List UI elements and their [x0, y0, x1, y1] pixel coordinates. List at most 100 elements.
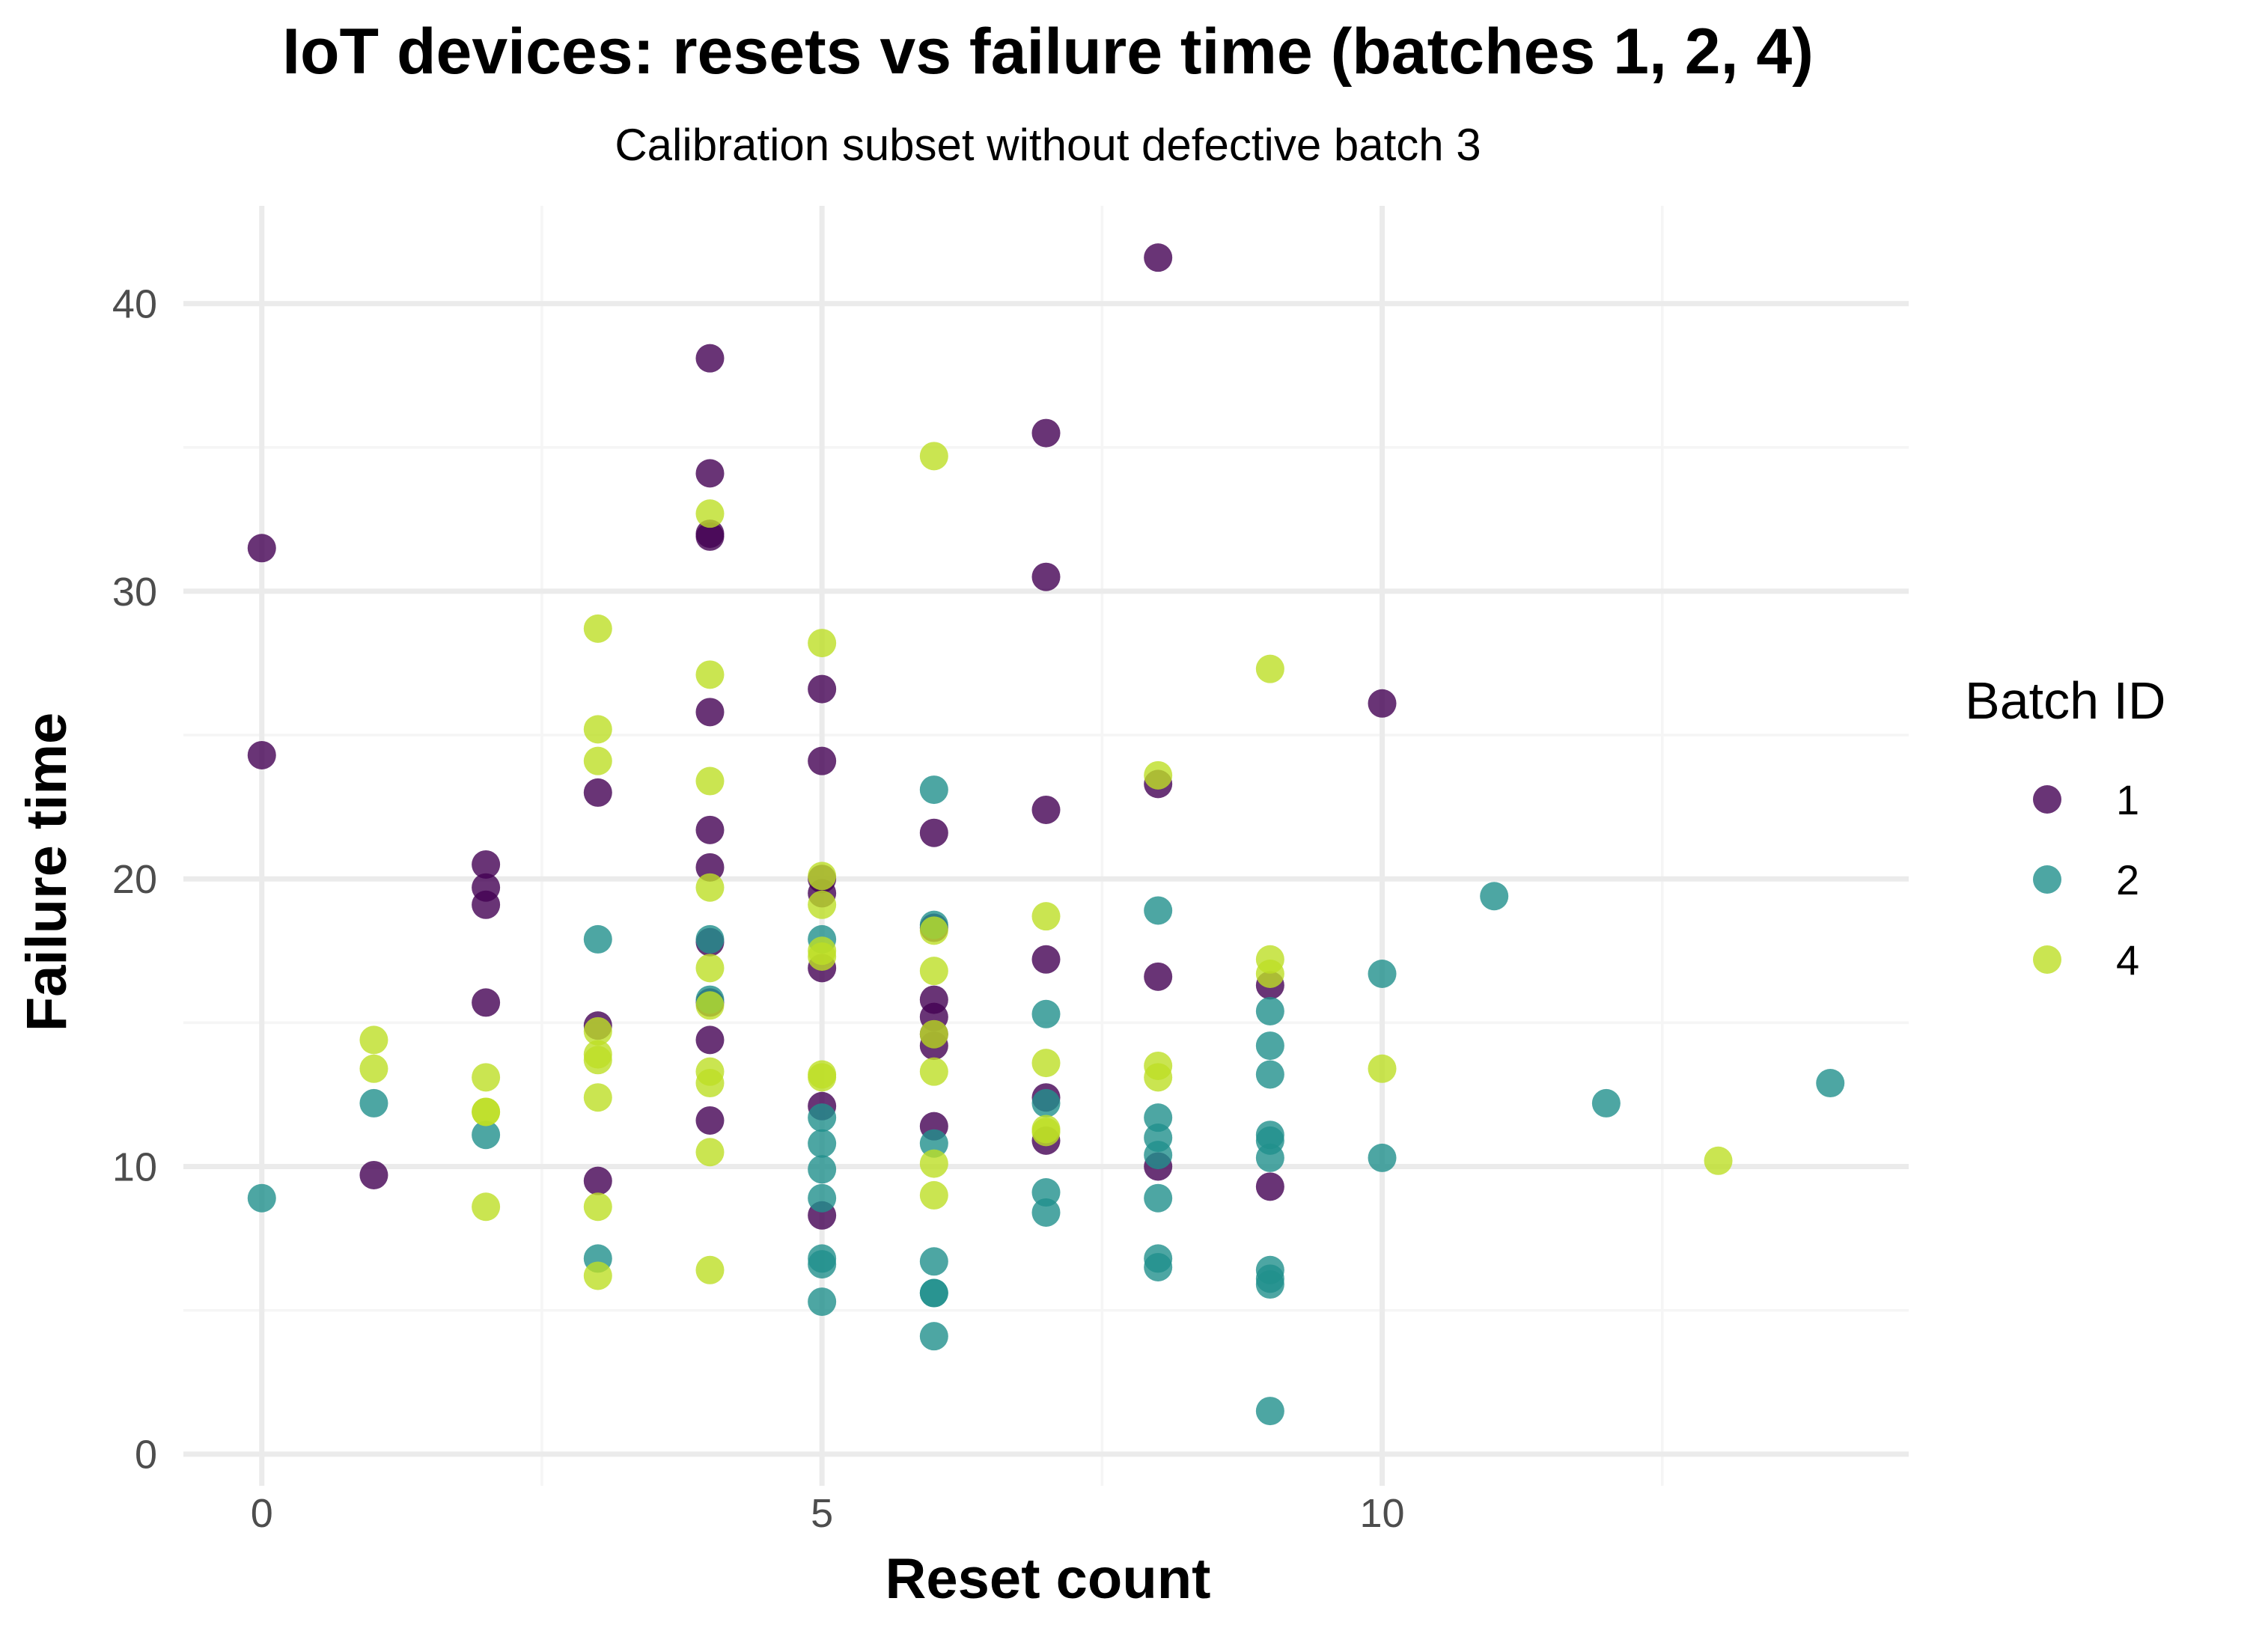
data-point-batch-1	[472, 988, 501, 1017]
data-point-batch-4	[695, 1138, 725, 1167]
x-axis-ticks: 0 5 10	[251, 1491, 1405, 1536]
data-point-batch-4	[695, 1255, 725, 1284]
data-point-batch-1	[808, 674, 837, 704]
x-tick-label: 10	[1359, 1491, 1404, 1536]
data-point-batch-4	[359, 1054, 388, 1083]
data-point-batch-4	[808, 942, 837, 971]
data-point-batch-4	[919, 442, 948, 471]
data-point-batch-2	[695, 924, 725, 954]
data-point-batch-2	[808, 1155, 837, 1184]
data-point-batch-2	[1031, 1178, 1061, 1207]
data-point-batch-1	[695, 1106, 725, 1135]
chart-title: IoT devices: resets vs failure time (bat…	[282, 16, 1814, 88]
y-tick-label: 20	[112, 857, 157, 902]
data-point-batch-1	[1031, 562, 1061, 591]
x-tick-label: 0	[251, 1491, 273, 1536]
chart-subtitle: Calibration subset without defective bat…	[615, 120, 1481, 170]
data-point-batch-2	[472, 1121, 501, 1150]
data-point-batch-4	[1255, 960, 1284, 988]
data-point-batch-1	[695, 853, 725, 882]
data-point-batch-4	[919, 1180, 948, 1210]
data-point-batch-1	[247, 740, 276, 769]
data-point-batch-4	[583, 715, 612, 744]
data-point-batch-2	[1144, 896, 1173, 925]
data-point-batch-2	[1255, 996, 1284, 1025]
legend: Batch ID 1 2 4	[1965, 671, 2165, 984]
data-point-batch-4	[359, 1025, 388, 1055]
data-point-batch-2	[1255, 1060, 1284, 1089]
data-point-batch-4	[583, 1083, 612, 1112]
data-point-batch-2	[247, 1183, 276, 1213]
y-axis-title: Failure time	[15, 713, 79, 1032]
data-point-batch-4	[583, 1261, 612, 1290]
data-point-batch-1	[695, 522, 725, 551]
legend-key-batch-2	[2033, 865, 2061, 894]
data-point-batch-4	[695, 1069, 725, 1098]
data-point-batch-4	[695, 660, 725, 689]
data-point-batch-1	[695, 344, 725, 373]
data-point-batch-2	[919, 1322, 948, 1351]
data-point-batch-4	[583, 1046, 612, 1075]
data-point-batch-4	[695, 873, 725, 902]
data-point-batch-4	[1704, 1146, 1733, 1175]
data-point-batch-2	[1591, 1088, 1621, 1118]
data-point-batch-2	[1144, 1252, 1173, 1281]
data-point-batch-2	[1144, 1103, 1173, 1132]
legend-key-batch-4	[2033, 945, 2061, 974]
data-point-batch-1	[695, 1025, 725, 1055]
data-point-batch-1	[247, 534, 276, 563]
data-point-batch-2	[919, 1247, 948, 1276]
data-point-batch-1	[583, 1166, 612, 1195]
data-point-batch-4	[919, 1149, 948, 1178]
data-point-batch-2	[1031, 1198, 1061, 1227]
data-point-batch-2	[919, 1129, 948, 1158]
y-tick-label: 40	[112, 282, 157, 327]
data-point-batch-1	[1031, 945, 1061, 974]
data-point-batch-2	[808, 1183, 837, 1213]
data-point-batch-2	[1255, 1143, 1284, 1172]
data-point-batch-4	[1031, 902, 1061, 931]
data-point-batch-4	[919, 957, 948, 986]
data-point-batch-4	[808, 890, 837, 919]
data-point-batch-1	[1144, 243, 1173, 272]
data-point-batch-2	[1031, 999, 1061, 1028]
data-point-batch-4	[695, 499, 725, 528]
data-point-batch-1	[695, 459, 725, 488]
x-tick-label: 5	[811, 1491, 833, 1536]
data-point-batch-1	[1368, 689, 1397, 718]
data-point-batch-4	[583, 614, 612, 643]
data-point-batch-2	[919, 1278, 948, 1308]
data-point-batch-1	[1255, 1172, 1284, 1201]
data-point-batch-4	[919, 1057, 948, 1086]
legend-label-batch-1: 1	[2116, 776, 2139, 823]
legend-key-batch-1	[2033, 785, 2061, 814]
data-point-batch-2	[808, 1129, 837, 1158]
data-point-batch-1	[472, 890, 501, 919]
data-point-batch-1	[472, 850, 501, 879]
data-point-batch-2	[1480, 882, 1509, 911]
data-point-batch-4	[583, 1016, 612, 1046]
data-point-batch-2	[1255, 1397, 1284, 1426]
data-point-batch-2	[1368, 1143, 1397, 1172]
grid	[183, 206, 1909, 1486]
data-point-batch-4	[695, 954, 725, 983]
legend-label-batch-2: 2	[2116, 856, 2139, 903]
data-point-batch-2	[1255, 1031, 1284, 1061]
data-point-batch-4	[1255, 654, 1284, 683]
data-point-batch-2	[583, 924, 612, 954]
data-point-batch-2	[1031, 1088, 1061, 1118]
data-point-batch-1	[919, 818, 948, 847]
legend-title: Batch ID	[1965, 671, 2165, 730]
data-point-batch-4	[695, 766, 725, 796]
data-point-batch-1	[695, 698, 725, 727]
data-point-batch-1	[1031, 418, 1061, 448]
data-point-batch-4	[1368, 1054, 1397, 1083]
legend-label-batch-4: 4	[2116, 936, 2139, 984]
y-axis-ticks: 0 10 20 30 40	[112, 282, 157, 1478]
data-point-batch-4	[919, 1019, 948, 1049]
data-point-batch-2	[1144, 1141, 1173, 1170]
data-point-batch-1	[1031, 795, 1061, 824]
data-point-batch-1	[1144, 962, 1173, 991]
data-point-batch-4	[472, 1192, 501, 1222]
